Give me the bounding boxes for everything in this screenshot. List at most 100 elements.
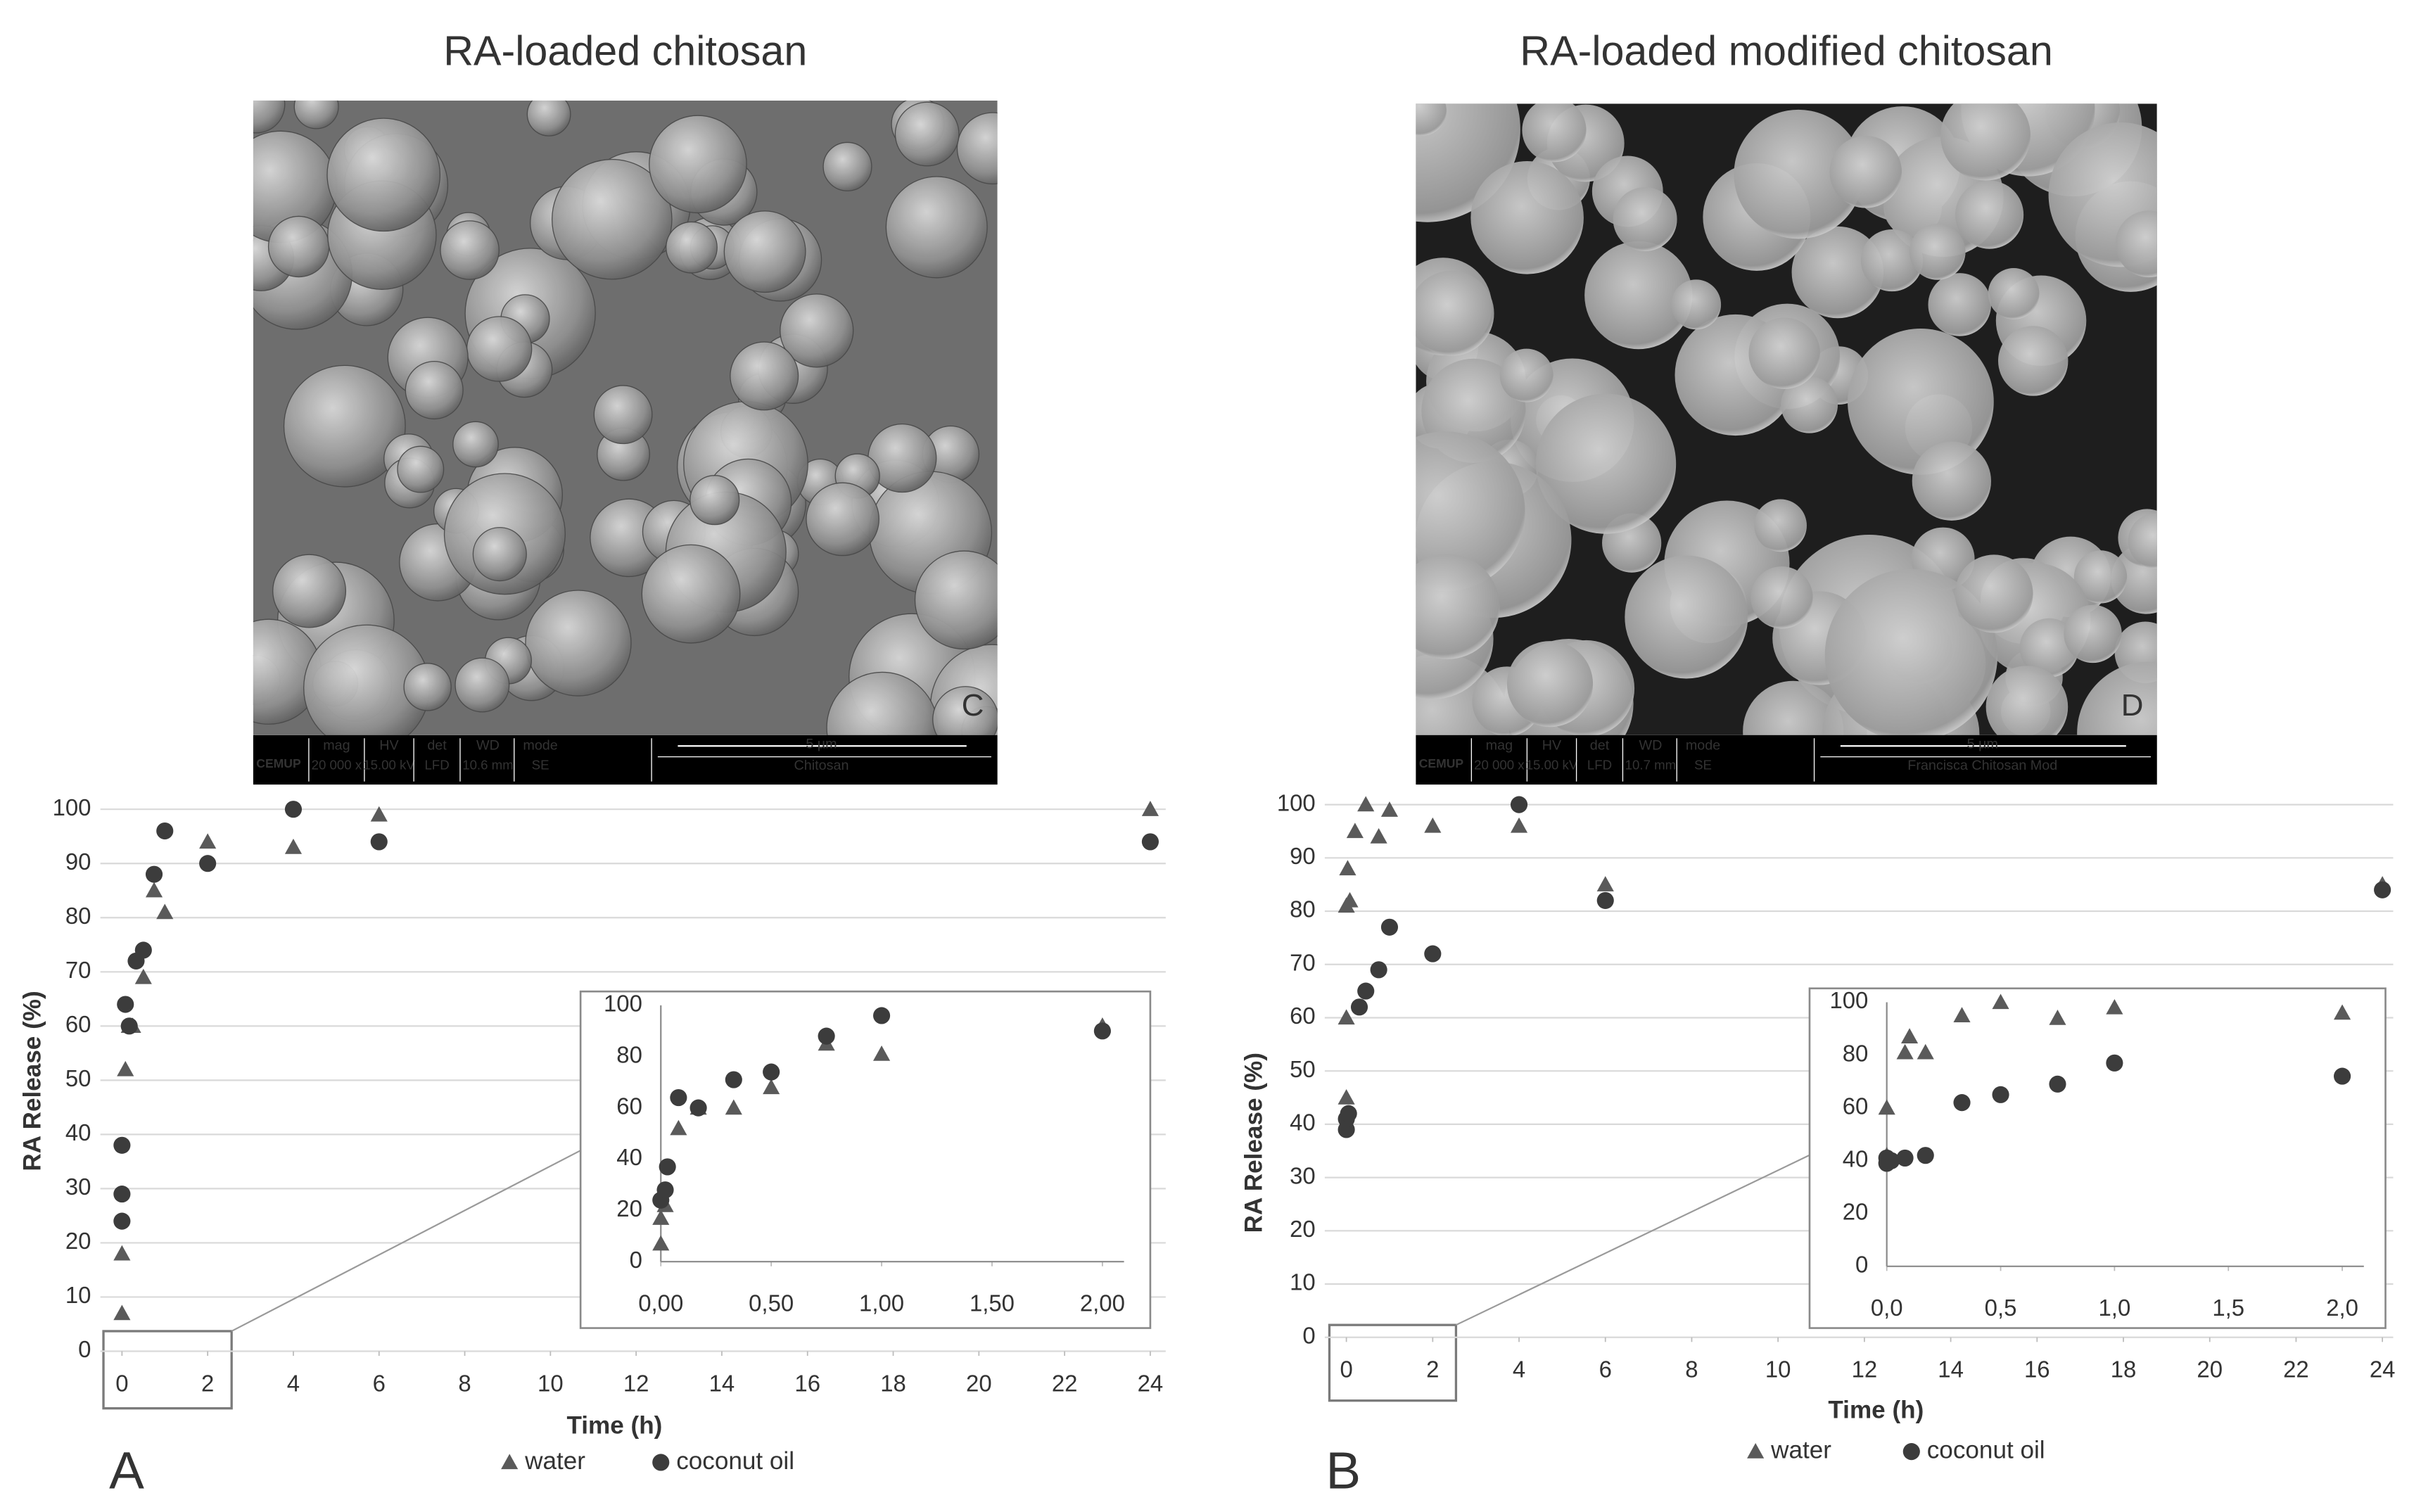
particle xyxy=(932,686,998,735)
x-tick-label: 8 xyxy=(458,1370,471,1396)
y-tick-label: 100 xyxy=(1829,987,1868,1013)
x-tick-label: 0 xyxy=(115,1370,128,1396)
marker-triangle xyxy=(670,1119,687,1136)
marker-triangle xyxy=(1596,876,1614,891)
y-tick-label: 40 xyxy=(65,1119,91,1145)
x-tick-label: 1,00 xyxy=(859,1290,904,1316)
y-tick-label: 40 xyxy=(1843,1145,1869,1171)
x-tick-label: 6 xyxy=(1599,1357,1612,1383)
x-tick-label: 2 xyxy=(201,1370,214,1396)
x-axis-title: Time (h) xyxy=(1828,1396,1924,1423)
particle xyxy=(641,544,741,644)
particle xyxy=(1750,566,1813,629)
org-label: CEMUP xyxy=(256,756,301,770)
marker-circle xyxy=(113,1212,131,1230)
particle xyxy=(2064,604,2122,663)
marker-triangle xyxy=(113,1304,131,1321)
particle xyxy=(2077,661,2157,735)
y-tick-label: 100 xyxy=(1277,789,1316,815)
marker-circle xyxy=(1093,1022,1111,1040)
marker-triangle xyxy=(145,882,163,898)
x-tick-label: 22 xyxy=(1052,1370,1078,1396)
particle xyxy=(1734,109,1864,239)
marker-triangle xyxy=(1337,1088,1355,1105)
particle xyxy=(1928,273,1992,336)
marker-triangle xyxy=(725,1099,742,1115)
x-tick-label: 24 xyxy=(1138,1370,1164,1396)
panel-letter: B xyxy=(1326,1441,1361,1500)
particle xyxy=(1625,555,1748,679)
marker-triangle xyxy=(199,833,217,849)
marker-circle xyxy=(113,1136,131,1154)
x-tick-label: 1,0 xyxy=(2099,1295,2131,1321)
x-tick-label: 18 xyxy=(2111,1357,2137,1383)
marker-circle xyxy=(1380,918,1399,936)
info-field: det xyxy=(1590,737,1610,753)
particle xyxy=(326,117,441,232)
particle xyxy=(2115,210,2157,278)
particle xyxy=(806,482,879,557)
marker-circle xyxy=(199,855,217,872)
particle xyxy=(267,215,330,278)
y-tick-label: 0 xyxy=(1855,1251,1868,1277)
x-tick-label: 12 xyxy=(623,1370,649,1396)
image-letter: C xyxy=(962,688,984,723)
marker-circle xyxy=(872,1007,891,1024)
y-axis-title: RA Release (%) xyxy=(1240,1053,1267,1233)
marker-triangle xyxy=(1141,801,1159,816)
particle xyxy=(293,100,339,129)
marker-circle xyxy=(659,1158,676,1176)
y-axis-title: RA Release (%) xyxy=(19,991,46,1171)
particle xyxy=(455,657,510,713)
legend-label: water xyxy=(1770,1436,1831,1463)
marker-triangle xyxy=(117,1060,134,1076)
particle xyxy=(1416,103,1447,136)
particle xyxy=(2128,513,2157,568)
y-tick-label: 80 xyxy=(616,1041,642,1067)
particle xyxy=(1470,161,1584,274)
marker-circle xyxy=(120,1017,138,1035)
particle xyxy=(1791,226,1884,319)
particle xyxy=(649,115,747,214)
marker-triangle xyxy=(1370,827,1387,844)
marker-circle xyxy=(763,1063,780,1081)
marker-triangle xyxy=(1747,1443,1765,1459)
y-tick-label: 20 xyxy=(65,1228,91,1254)
x-tick-label: 1,50 xyxy=(970,1290,1015,1316)
particle xyxy=(1584,241,1693,350)
marker-triangle xyxy=(1896,1043,1914,1060)
y-tick-label: 10 xyxy=(1290,1269,1316,1295)
marker-triangle xyxy=(1917,1043,1934,1060)
x-tick-label: 2,0 xyxy=(2326,1295,2358,1321)
marker-triangle xyxy=(1357,796,1375,812)
particle xyxy=(1522,103,1587,163)
marker-circle xyxy=(1883,1152,1900,1169)
x-tick-label: 6 xyxy=(373,1370,386,1396)
scale-label: 5 µm xyxy=(806,736,837,751)
marker-triangle xyxy=(113,1245,131,1261)
y-tick-label: 20 xyxy=(1290,1216,1316,1242)
x-tick-label: 2 xyxy=(1426,1357,1439,1383)
marker-circle xyxy=(1370,961,1387,979)
x-tick-label: 22 xyxy=(2283,1357,2309,1383)
x-tick-label: 16 xyxy=(794,1370,820,1396)
marker-circle xyxy=(145,865,163,883)
particle xyxy=(894,101,960,167)
marker-triangle xyxy=(1339,860,1356,876)
marker-triangle xyxy=(156,903,174,920)
info-setting: LFD xyxy=(424,758,449,773)
marker-triangle xyxy=(2334,1004,2351,1020)
particle xyxy=(452,421,499,468)
marker-circle xyxy=(156,822,174,840)
marker-triangle xyxy=(1992,993,2009,1010)
x-tick-label: 10 xyxy=(538,1370,564,1396)
panel-title: RA-loaded chitosan xyxy=(443,27,807,75)
particle xyxy=(822,141,872,191)
particle xyxy=(283,364,406,488)
zoom-box xyxy=(102,1330,233,1410)
marker-triangle xyxy=(1341,891,1359,908)
y-tick-label: 80 xyxy=(1843,1040,1869,1066)
marker-triangle xyxy=(1424,817,1442,833)
particle xyxy=(1955,554,2033,633)
marker-circle xyxy=(2049,1075,2066,1093)
